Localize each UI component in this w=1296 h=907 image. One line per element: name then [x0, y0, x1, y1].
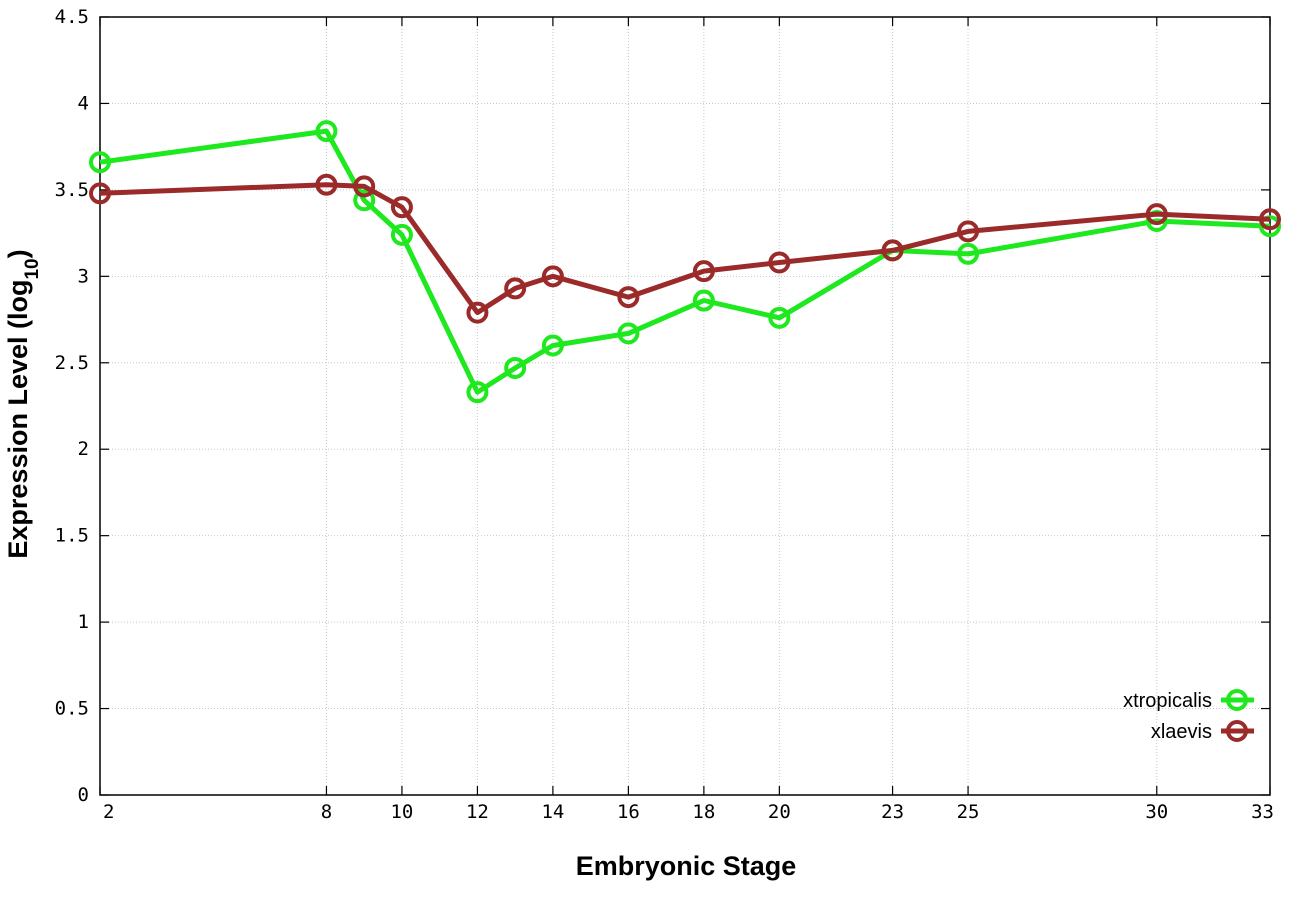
- series-layer: [89, 120, 1281, 404]
- x-tick-label: 10: [390, 801, 413, 823]
- x-tick-label: 14: [541, 801, 564, 823]
- data-point: [353, 189, 376, 212]
- y-tick-label: 2: [78, 438, 89, 460]
- y-tick-label: 0: [78, 784, 89, 806]
- series-xlaevis: [89, 173, 1281, 324]
- data-point: [541, 334, 564, 357]
- x-tick-label: 23: [881, 801, 904, 823]
- data-point: [89, 182, 111, 205]
- y-tick-label: 4: [78, 92, 89, 114]
- data-point: [617, 286, 640, 309]
- x-tick-label: 8: [321, 801, 332, 823]
- x-tick-label: 20: [768, 801, 791, 823]
- data-point: [466, 381, 489, 404]
- y-axis-title-main: Expression Level (log: [3, 280, 33, 559]
- data-point: [541, 265, 564, 288]
- data-point: [390, 196, 413, 219]
- data-point: [1145, 203, 1168, 226]
- x-tick-label: 30: [1145, 801, 1168, 823]
- x-tick-label: 16: [617, 801, 640, 823]
- grid-lines: [100, 17, 1270, 795]
- x-tick-label: 33: [1251, 801, 1274, 823]
- y-tick-label: 1.5: [55, 525, 89, 547]
- data-point: [692, 260, 715, 283]
- data-point: [692, 289, 715, 312]
- data-point: [89, 151, 111, 174]
- y-tick-label: 3: [78, 265, 89, 287]
- x-tick-label: 12: [466, 801, 489, 823]
- data-point: [315, 120, 338, 143]
- x-tick-label: 18: [692, 801, 715, 823]
- data-point: [315, 173, 338, 196]
- legend-label: xtropicalis: [1123, 690, 1212, 712]
- data-point: [390, 223, 413, 246]
- data-point: [957, 220, 980, 243]
- y-tick-label: 0.5: [55, 698, 89, 720]
- y-tick-label: 4.5: [55, 6, 89, 28]
- x-axis-title: Embryonic Stage: [576, 851, 797, 881]
- data-point: [466, 301, 489, 324]
- data-point: [353, 175, 376, 198]
- x-tick-label: 2: [103, 801, 114, 823]
- legend-marker: [1226, 689, 1248, 711]
- legend-marker: [1226, 720, 1248, 742]
- axis-ticks: 0 0.5 1 1.5 2 2.5 3 3.5 4 4.5 2 8 10 12 14 16 18 20 23 25 30…: [55, 6, 1274, 823]
- series-line: [99, 128, 1271, 395]
- x-tick-label: 25: [957, 801, 980, 823]
- plot-frame: [99, 16, 1271, 796]
- data-point: [957, 242, 980, 265]
- y-axis-title-subscript: 10: [22, 258, 43, 279]
- data-point: [504, 356, 527, 379]
- y-tick-label: 1: [78, 611, 89, 633]
- series-line: [99, 182, 1271, 316]
- legend-item-xtropicalis: xtropicalis: [1123, 689, 1254, 712]
- legend: xtropicalis xlaevis: [1123, 689, 1254, 743]
- series-xtropicalis: [89, 120, 1281, 404]
- data-point: [768, 306, 791, 329]
- data-point: [504, 277, 527, 300]
- data-point: [768, 251, 791, 274]
- data-point: [1259, 208, 1281, 231]
- y-tick-label: 2.5: [55, 352, 89, 374]
- legend-item-xlaevis: xlaevis: [1151, 720, 1254, 743]
- data-point: [617, 322, 640, 345]
- data-point: [881, 239, 904, 262]
- legend-label: xlaevis: [1151, 721, 1212, 743]
- y-axis-title-end: ): [3, 249, 33, 258]
- y-tick-label: 3.5: [55, 179, 89, 201]
- y-axis-title: Expression Level (log10): [3, 249, 43, 558]
